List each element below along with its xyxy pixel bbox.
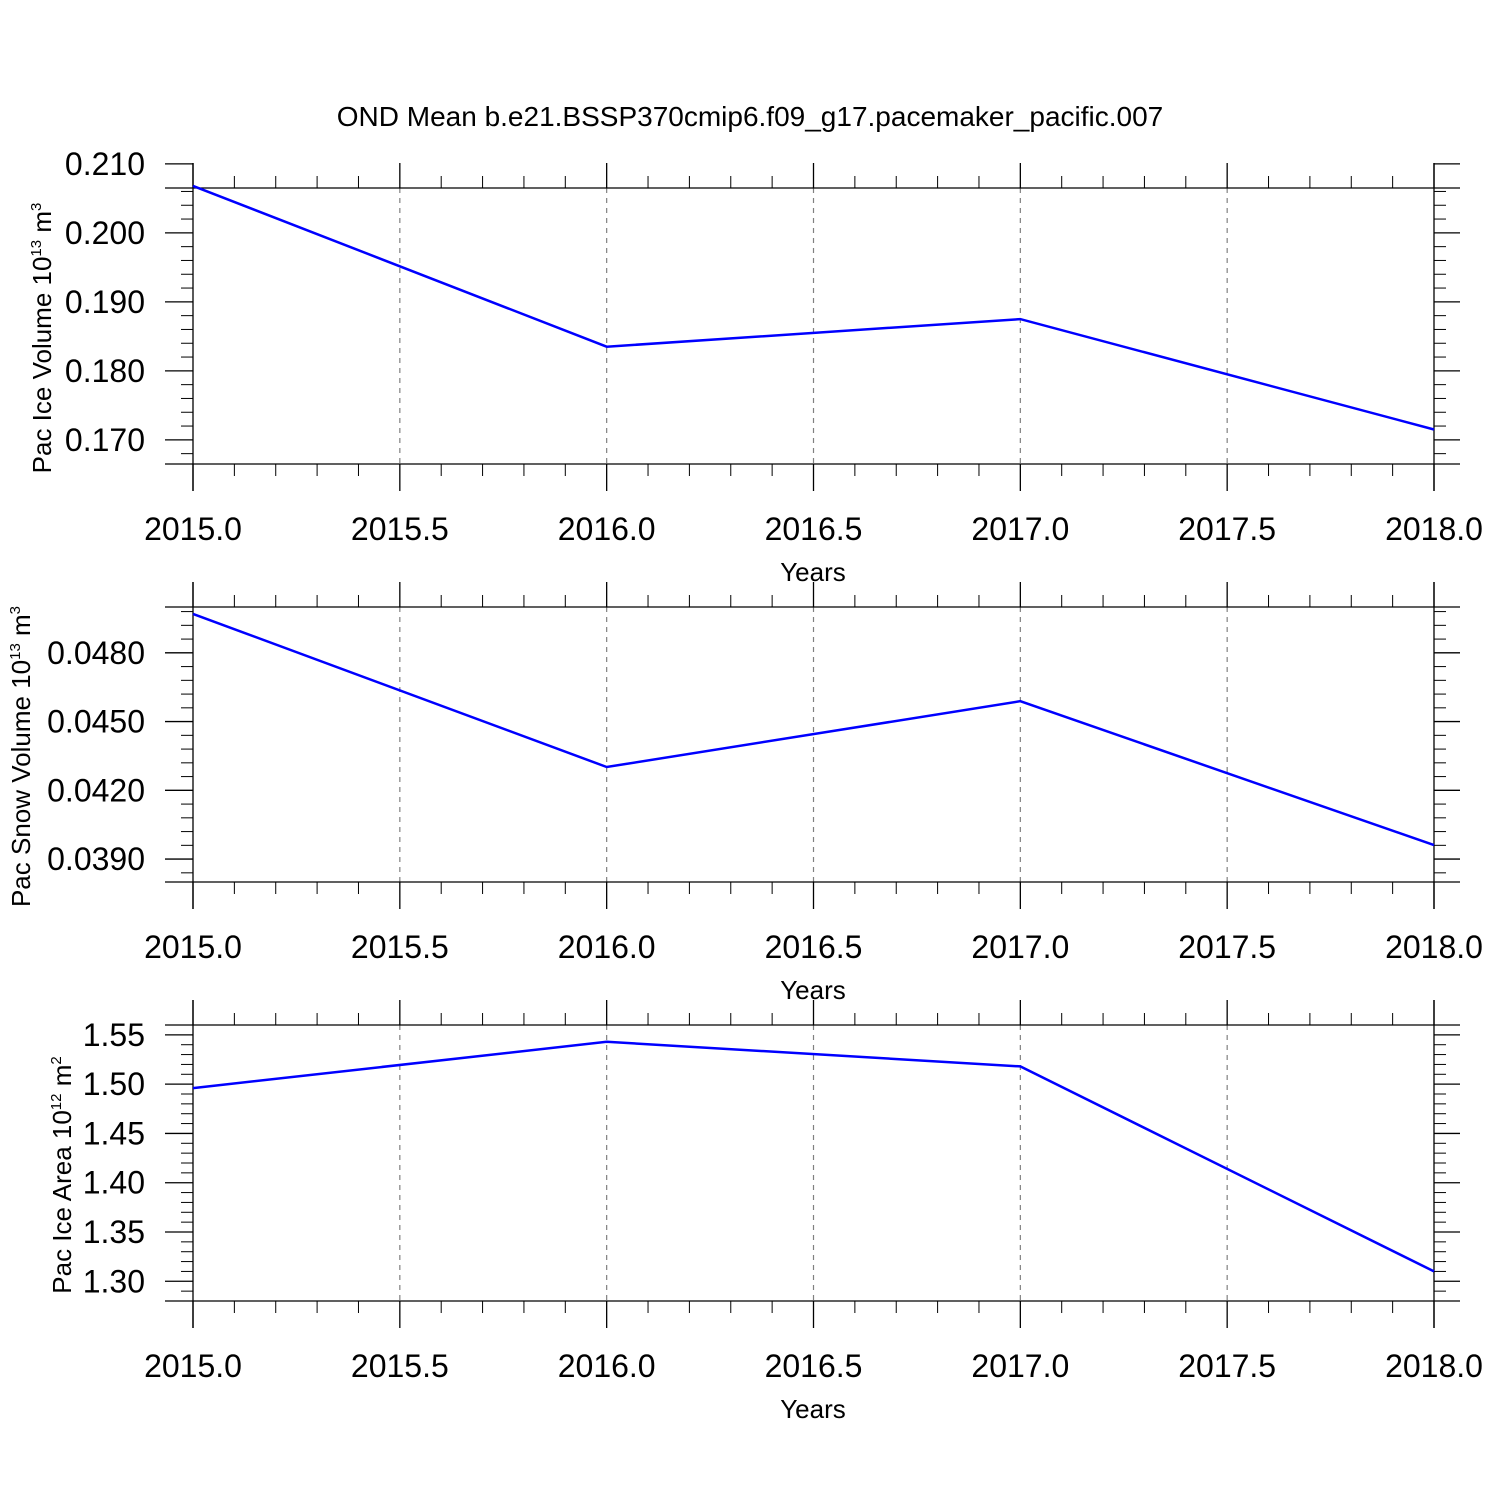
y-tick-label: 0.200	[65, 215, 145, 251]
y-tick-label: 1.40	[83, 1165, 145, 1201]
y-tick-label: 0.0450	[47, 704, 145, 740]
y-tick-label: 0.170	[65, 422, 145, 458]
x-tick-label: 2015.5	[351, 511, 449, 547]
x-tick-label: 2017.0	[971, 929, 1069, 965]
panels: 2015.0 2015.5 2016.0 2016.5 2017.0 2017.5 2018…	[6, 146, 1483, 1424]
x-tick-label: 2017.5	[1178, 511, 1276, 547]
x-axis-title: Years	[780, 1394, 846, 1424]
panel-ice-volume: 2015.0 2015.5 2016.0 2016.5 2017.0 2017.5 2018…	[27, 146, 1483, 587]
y-tick-label: 0.0420	[47, 772, 145, 808]
y-axis-title: Pac Ice Volume 1013 m3	[27, 203, 57, 474]
x-tick-label: 2018.0	[1385, 929, 1483, 965]
x-tick-label: 2017.0	[971, 511, 1069, 547]
x-tick-label: 2015.0	[144, 511, 242, 547]
x-tick-label: 2016.5	[765, 1348, 863, 1384]
x-tick-label: 2017.5	[1178, 929, 1276, 965]
panel-ice-area: 2015.0 2015.5 2016.0 2016.5 2017.0 2017.5 2018…	[47, 1000, 1483, 1424]
y-tick-label: 0.190	[65, 284, 145, 320]
x-tick-label: 2017.0	[971, 1348, 1069, 1384]
x-tick-label: 2015.5	[351, 929, 449, 965]
data-line	[192, 1040, 1435, 1273]
y-axis-title: Pac Ice Area 1012 m2	[47, 1056, 77, 1293]
y-tick-label: 0.180	[65, 353, 145, 389]
x-tick-label: 2015.5	[351, 1348, 449, 1384]
y-tick-label: 1.30	[83, 1263, 145, 1299]
x-tick-label: 2018.0	[1385, 511, 1483, 547]
y-tick-label: 1.55	[83, 1017, 145, 1053]
x-tick-label: 2016.0	[558, 929, 656, 965]
x-tick-label: 2015.0	[144, 1348, 242, 1384]
x-tick-label: 2016.0	[558, 511, 656, 547]
x-tick-label: 2018.0	[1385, 1348, 1483, 1384]
y-tick-label: 0.210	[65, 146, 145, 182]
x-tick-label: 2017.5	[1178, 1348, 1276, 1384]
y-tick-label: 0.0390	[47, 841, 145, 877]
figure-title: OND Mean b.e21.BSSP370cmip6.f09_g17.pace…	[337, 101, 1164, 132]
y-tick-label: 0.0480	[47, 635, 145, 671]
x-tick-label: 2016.0	[558, 1348, 656, 1384]
y-tick-label: 1.50	[83, 1066, 145, 1102]
x-tick-label: 2016.5	[765, 929, 863, 965]
data-line	[192, 612, 1435, 847]
x-tick-label: 2015.0	[144, 929, 242, 965]
x-tick-label: 2016.5	[765, 511, 863, 547]
y-tick-label: 1.45	[83, 1115, 145, 1151]
panel-snow-volume: 2015.0 2015.5 2016.0 2016.5 2017.0 2017.5 2018…	[6, 582, 1483, 1005]
y-tick-label: 1.35	[83, 1214, 145, 1250]
y-axis-title: Pac Snow Volume 1013 m3	[6, 606, 36, 907]
data-line	[192, 184, 1435, 431]
